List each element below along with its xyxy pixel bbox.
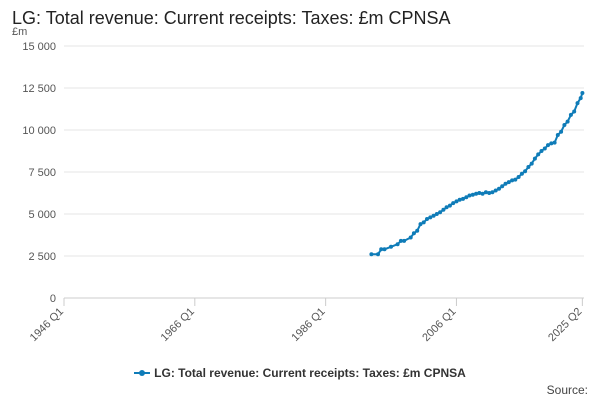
data-point[interactable] bbox=[467, 193, 472, 198]
data-point[interactable] bbox=[418, 222, 423, 227]
y-tick-label: 2 500 bbox=[28, 251, 56, 263]
data-point[interactable] bbox=[500, 184, 505, 189]
data-point[interactable] bbox=[454, 199, 459, 204]
y-tick-label: 5 000 bbox=[28, 209, 56, 221]
data-point[interactable] bbox=[451, 201, 456, 206]
chart-legend[interactable]: LG: Total revenue: Current receipts: Tax… bbox=[0, 366, 600, 380]
grid-layer bbox=[64, 45, 584, 299]
x-tick-label: 2025 Q2 bbox=[546, 306, 584, 344]
source-label: Source: bbox=[546, 383, 588, 397]
data-point[interactable] bbox=[578, 96, 583, 101]
data-point[interactable] bbox=[369, 252, 374, 257]
y-axis-unit-label: £m bbox=[12, 26, 28, 38]
data-point[interactable] bbox=[428, 215, 433, 220]
data-point[interactable] bbox=[438, 210, 443, 215]
data-point[interactable] bbox=[379, 247, 384, 252]
data-point[interactable] bbox=[395, 242, 400, 247]
data-point[interactable] bbox=[580, 91, 585, 95]
data-point[interactable] bbox=[546, 143, 550, 148]
data-point[interactable] bbox=[441, 207, 446, 212]
data-point[interactable] bbox=[425, 217, 429, 221]
data-point[interactable] bbox=[526, 165, 531, 169]
data-point[interactable] bbox=[474, 191, 479, 196]
data-point[interactable] bbox=[477, 191, 482, 195]
data-point[interactable] bbox=[559, 129, 564, 134]
data-point[interactable] bbox=[532, 156, 537, 161]
data-point[interactable] bbox=[575, 101, 580, 106]
data-point[interactable] bbox=[415, 228, 420, 233]
y-tick-label: 12 500 bbox=[22, 83, 56, 95]
chart-title: LG: Total revenue: Current receipts: Tax… bbox=[12, 8, 451, 28]
legend-series-swatch bbox=[134, 369, 151, 376]
data-point[interactable] bbox=[493, 188, 498, 193]
data-point[interactable] bbox=[461, 196, 465, 201]
data-point[interactable] bbox=[519, 171, 524, 176]
data-point[interactable] bbox=[513, 177, 518, 182]
data-point[interactable] bbox=[572, 109, 577, 114]
data-point[interactable] bbox=[497, 186, 501, 191]
data-point[interactable] bbox=[411, 231, 416, 236]
data-point[interactable] bbox=[398, 238, 403, 243]
x-tick-label: 1946 Q1 bbox=[28, 306, 66, 344]
data-point[interactable] bbox=[539, 149, 544, 153]
y-tick-label: 10 000 bbox=[22, 125, 56, 137]
data-point[interactable] bbox=[464, 195, 469, 200]
data-point[interactable] bbox=[490, 190, 495, 195]
data-point[interactable] bbox=[549, 141, 554, 146]
data-point[interactable] bbox=[503, 181, 508, 186]
data-point[interactable] bbox=[555, 133, 560, 137]
legend-series-label: LG: Total revenue: Current receipts: Tax… bbox=[154, 366, 466, 380]
data-point[interactable] bbox=[487, 191, 492, 195]
data-point[interactable] bbox=[565, 119, 570, 124]
data-point[interactable] bbox=[568, 112, 573, 117]
data-point[interactable] bbox=[376, 252, 380, 257]
x-tick-label: 2006 Q1 bbox=[420, 306, 458, 344]
series-line[interactable] bbox=[371, 92, 584, 256]
tick-layer: 0 2 500 5 000 7 500 10 000 12 500 15 000 1946 Q… bbox=[22, 41, 584, 344]
y-tick-label: 0 bbox=[50, 293, 56, 305]
x-tick-label: 1986 Q1 bbox=[289, 306, 327, 344]
data-point[interactable] bbox=[480, 191, 485, 196]
data-point[interactable] bbox=[408, 235, 413, 240]
x-tick-label: 1966 Q1 bbox=[159, 306, 197, 344]
data-point[interactable] bbox=[516, 175, 521, 179]
data-point[interactable] bbox=[402, 238, 407, 243]
y-tick-label: 7 500 bbox=[28, 167, 56, 179]
data-point[interactable] bbox=[457, 197, 462, 202]
axis-layer bbox=[63, 298, 583, 306]
data-point[interactable] bbox=[447, 203, 452, 208]
data-point[interactable] bbox=[434, 212, 439, 216]
data-point[interactable] bbox=[470, 192, 475, 197]
data-point[interactable] bbox=[483, 190, 488, 195]
data-point[interactable] bbox=[389, 244, 393, 249]
data-point[interactable] bbox=[562, 123, 567, 127]
data-point[interactable] bbox=[542, 146, 547, 151]
series-layer bbox=[369, 91, 585, 257]
y-tick-label: 15 000 bbox=[22, 41, 56, 53]
data-point[interactable] bbox=[421, 220, 426, 225]
data-point[interactable] bbox=[506, 180, 511, 185]
data-point[interactable] bbox=[431, 213, 436, 218]
data-point[interactable] bbox=[529, 161, 534, 166]
data-point[interactable] bbox=[536, 152, 541, 157]
data-point[interactable] bbox=[444, 205, 449, 210]
data-point[interactable] bbox=[552, 140, 557, 145]
data-point[interactable] bbox=[523, 169, 528, 174]
data-point[interactable] bbox=[382, 247, 387, 252]
data-point[interactable] bbox=[510, 178, 515, 183]
